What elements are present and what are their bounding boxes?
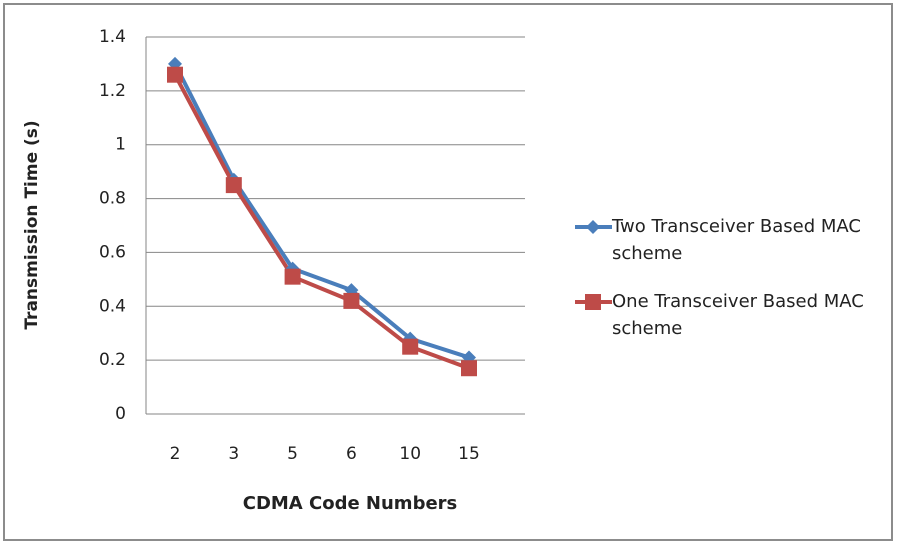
y-tick-label: 0.8 xyxy=(99,189,126,209)
marker xyxy=(461,360,477,377)
y-tick-label: 1.4 xyxy=(99,27,126,47)
chart-frame xyxy=(3,3,893,541)
legend-label: One Transceiver Based MAC scheme xyxy=(612,291,864,339)
x-tick-label: 6 xyxy=(346,444,357,464)
x-tick-label: 15 xyxy=(458,444,480,464)
legend-marker xyxy=(586,220,600,234)
legend-label: Two Transceiver Based MAC scheme xyxy=(612,216,861,264)
y-tick-label: 1.2 xyxy=(99,81,126,101)
x-tick-label: 3 xyxy=(228,444,239,464)
x-axis-title: CDMA Code Numbers xyxy=(243,493,458,514)
marker xyxy=(284,268,301,285)
x-tick-label: 5 xyxy=(287,444,298,464)
y-axis-title: Transmission Time (s) xyxy=(22,120,42,329)
series-line xyxy=(173,73,470,371)
marker xyxy=(167,66,183,83)
marker xyxy=(168,56,182,71)
x-tick-label: 10 xyxy=(399,444,421,464)
series-line xyxy=(173,63,470,360)
y-tick-label: 0.2 xyxy=(99,350,126,370)
marker xyxy=(225,177,242,194)
x-tick-label: 2 xyxy=(170,444,181,464)
y-tick-label: 0 xyxy=(115,404,126,424)
y-tick-label: 1 xyxy=(115,135,126,155)
y-tick-label: 0.4 xyxy=(99,296,126,316)
legend-marker xyxy=(585,294,601,310)
y-tick-label: 0.6 xyxy=(99,242,126,262)
marker xyxy=(402,338,419,355)
marker xyxy=(343,292,360,309)
